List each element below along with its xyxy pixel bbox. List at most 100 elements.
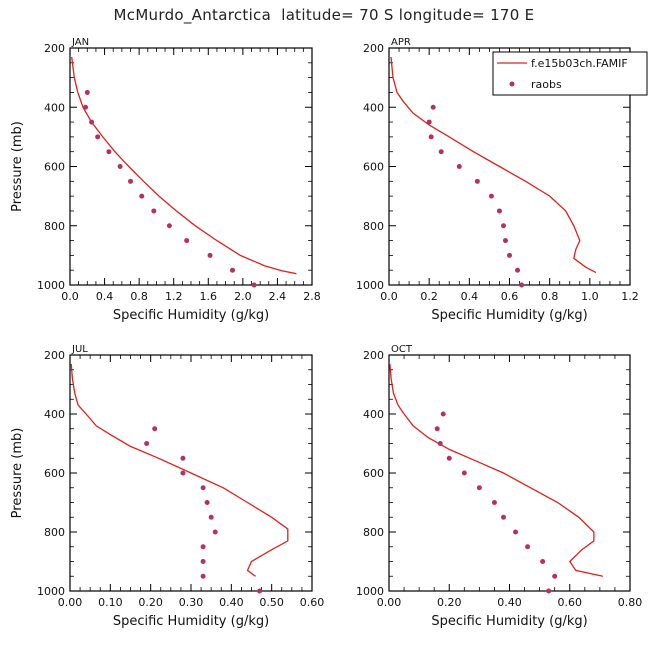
- panel-label-jan: JAN: [71, 37, 89, 48]
- panel-oct: 0.00 0.20 0.40 0.60 0.80 200 400 600 800 1000 OCT S…: [356, 344, 642, 629]
- x-tick-label: 0.0: [61, 290, 79, 303]
- raobs-point: [180, 470, 186, 476]
- raobs-point: [496, 208, 502, 214]
- model-line-oct: [389, 363, 604, 577]
- y-tick-label: 400: [363, 101, 384, 114]
- x-tick-label: 0.80: [618, 596, 643, 609]
- raobs-point: [491, 500, 497, 505]
- x-tick-label: 1.0: [581, 290, 599, 303]
- x-tick-label: 0.8: [541, 290, 559, 303]
- raobs-point: [166, 223, 172, 229]
- y-tick-label: 200: [363, 42, 384, 55]
- y-tick-label: 800: [44, 526, 65, 539]
- raobs-point: [200, 559, 206, 564]
- raobs-point: [438, 149, 444, 155]
- x-tick-label: 0.20: [138, 596, 163, 609]
- x-tick-label: 0.00: [377, 596, 402, 609]
- model-line-apr: [390, 56, 597, 274]
- y-tick-label: 1000: [37, 585, 65, 598]
- y-tick-label: 200: [44, 42, 65, 55]
- raobs-point: [437, 441, 443, 446]
- plot-frame-jan: [69, 47, 313, 286]
- x-tick-label: 0.60: [300, 596, 325, 609]
- raobs-point: [208, 514, 214, 520]
- raobs-point: [488, 193, 494, 199]
- y-tick-label: 600: [44, 161, 65, 174]
- raobs-point: [440, 411, 446, 417]
- y-tick-label: 1000: [356, 585, 384, 598]
- x-tick-label: 0.20: [437, 596, 462, 609]
- plot-frame-oct: [388, 354, 631, 592]
- x-tick-label: 2.4: [269, 290, 287, 303]
- y-tick-label: 200: [363, 349, 384, 362]
- raobs-point: [476, 485, 482, 491]
- raobs-point: [151, 208, 157, 214]
- main-title: McMurdo_Antarctica latitude= 70 S longit…: [113, 6, 535, 24]
- raobs-point: [251, 282, 257, 288]
- y-axis-title: Pressure (mb): [10, 428, 25, 519]
- raobs-point: [229, 267, 235, 273]
- raobs-point: [474, 178, 480, 184]
- model-line-jul: [70, 363, 289, 577]
- x-axis-title: Specific Humidity (g/kg): [431, 308, 587, 323]
- x-tick-label: 0.60: [558, 596, 583, 609]
- raobs-point: [204, 500, 210, 505]
- raobs-point: [540, 559, 546, 564]
- y-tick-label: 1000: [356, 279, 384, 292]
- panel-label-apr: APR: [391, 37, 411, 48]
- raobs-point: [200, 573, 206, 579]
- x-tick-label: 0.6: [501, 290, 519, 303]
- raobs-point: [207, 252, 213, 258]
- x-tick-label: 2.8: [303, 290, 321, 303]
- raobs-point: [502, 238, 508, 244]
- raobs-point: [507, 252, 512, 258]
- x-tick-label: 0.30: [179, 596, 204, 609]
- x-tick-label: 0.0: [380, 290, 398, 303]
- x-tick-label: 0.8: [130, 290, 148, 303]
- raobs-point: [500, 514, 506, 520]
- raobs-point: [139, 193, 145, 199]
- raobs-point: [257, 588, 263, 594]
- raobs-point: [95, 134, 101, 140]
- y-tick-label: 600: [363, 161, 384, 174]
- raobs-point: [83, 104, 89, 110]
- x-tick-label: 0.4: [461, 290, 479, 303]
- raobs-point: [128, 178, 133, 184]
- y-tick-label: 800: [363, 220, 384, 233]
- raobs-point: [106, 149, 112, 155]
- raobs-point: [434, 426, 440, 432]
- x-tick-label: 0.40: [497, 596, 522, 609]
- panel-jan: 0.0 0.4 0.8 1.2 1.6 2.0 2.4 2.8 200 400 600 800 1000…: [10, 37, 321, 323]
- y-tick-label: 800: [44, 220, 65, 233]
- legend-model-label: f.e15b03ch.FAMIF: [531, 57, 628, 70]
- x-tick-label: 2.0: [234, 290, 252, 303]
- x-tick-label: 1.6: [200, 290, 218, 303]
- x-tick-label: 0.40: [219, 596, 244, 609]
- raobs-point: [456, 164, 462, 169]
- legend: f.e15b03ch.FAMIF raobs: [492, 51, 648, 96]
- y-tick-label: 200: [44, 349, 65, 362]
- y-tick-label: 600: [363, 467, 384, 480]
- y-tick-label: 400: [363, 408, 384, 421]
- legend-box: [492, 51, 648, 96]
- legend-obs-swatch: [509, 81, 515, 87]
- x-tick-label: 0.00: [58, 596, 83, 609]
- raobs-point: [500, 223, 506, 229]
- panel-label-jul: JUL: [71, 344, 88, 355]
- x-tick-label: 1.2: [165, 290, 183, 303]
- y-tick-label: 400: [44, 408, 65, 421]
- raobs-point: [515, 267, 521, 273]
- raobs-point: [152, 426, 158, 432]
- panel-label-oct: OCT: [391, 344, 413, 355]
- y-tick-label: 400: [44, 101, 65, 114]
- raobs-point: [513, 529, 519, 535]
- x-tick-label: 0.4: [96, 290, 114, 303]
- raobs-point: [180, 455, 186, 461]
- model-line-jan: [71, 56, 297, 275]
- x-tick-label: 0.2: [420, 290, 438, 303]
- y-tick-label: 600: [44, 467, 65, 480]
- raobs-point: [519, 282, 525, 288]
- raobs-point: [89, 119, 95, 125]
- raobs-point: [200, 544, 206, 550]
